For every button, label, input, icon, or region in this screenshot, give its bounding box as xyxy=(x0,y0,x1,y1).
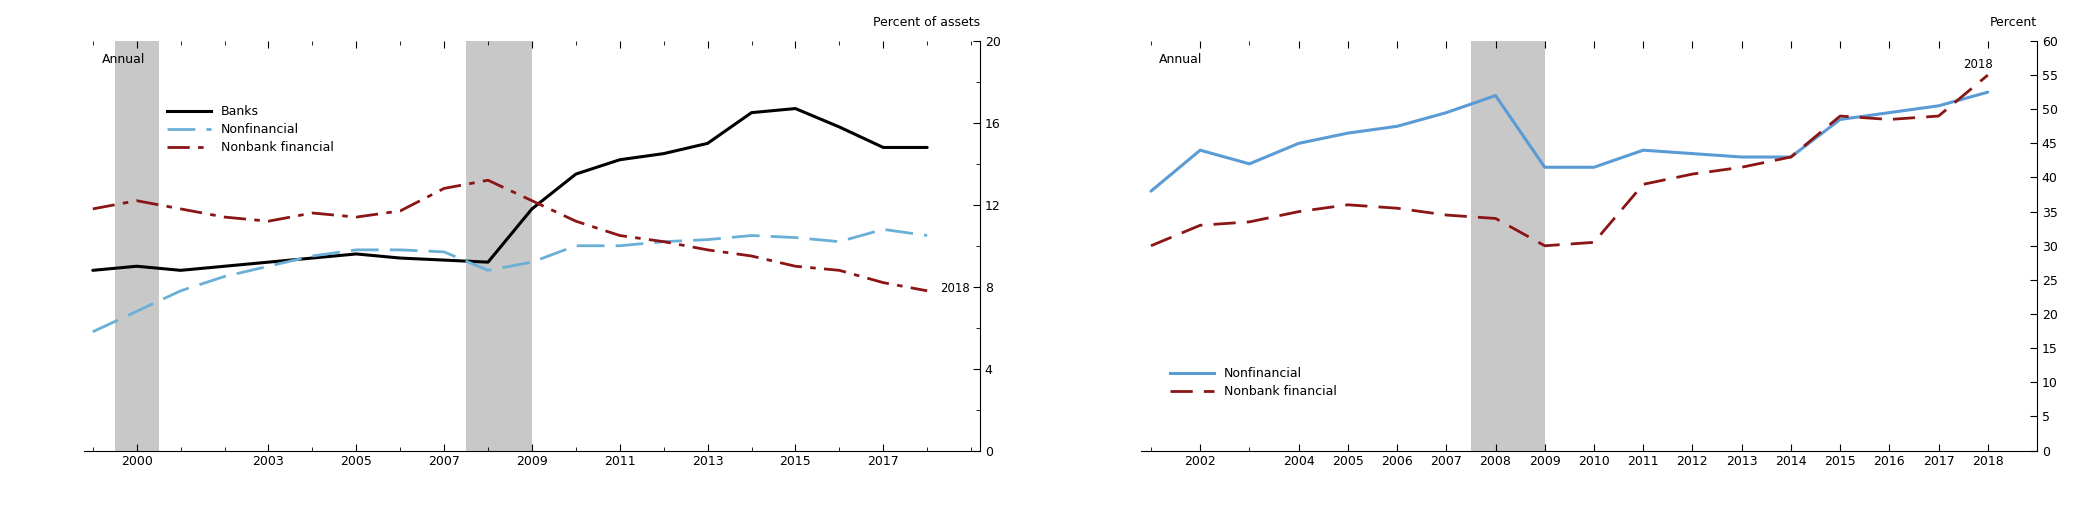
Text: Annual: Annual xyxy=(1159,53,1203,66)
Text: 2018: 2018 xyxy=(1964,58,1993,71)
Text: 2018: 2018 xyxy=(941,282,970,295)
Legend: Nonfinancial, Nonbank financial: Nonfinancial, Nonbank financial xyxy=(1166,362,1342,403)
Bar xyxy=(1470,41,1546,451)
Legend: Banks, Nonfinancial, Nonbank financial: Banks, Nonfinancial, Nonbank financial xyxy=(162,100,338,159)
Text: Percent: Percent xyxy=(1991,16,2037,29)
Bar xyxy=(466,41,531,451)
Text: Annual: Annual xyxy=(103,53,145,66)
Text: Percent of assets: Percent of assets xyxy=(874,16,981,29)
Bar xyxy=(116,41,160,451)
